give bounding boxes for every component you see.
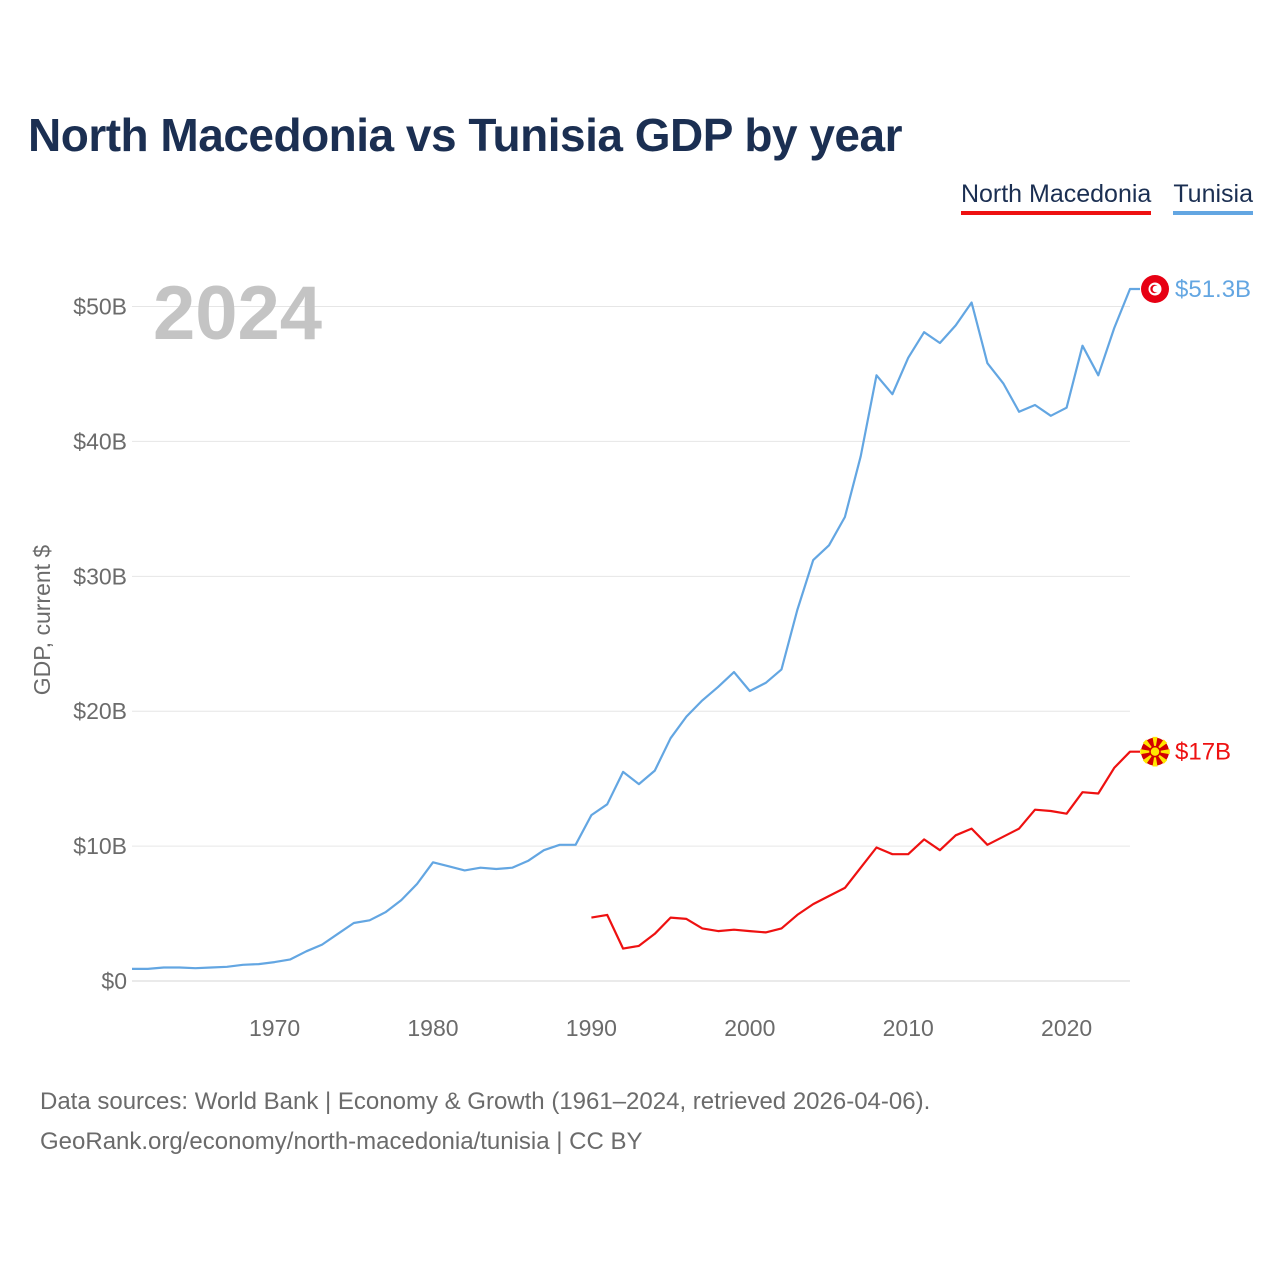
legend-item-tunisia[interactable]: Tunisia bbox=[1173, 180, 1253, 215]
footer: Data sources: World Bank | Economy & Gro… bbox=[40, 1082, 930, 1162]
y-tick-label: $20B bbox=[73, 698, 127, 724]
series-line-tunisia bbox=[132, 287, 1140, 971]
x-tick-label: 2010 bbox=[883, 1015, 934, 1041]
y-tick-label: $0 bbox=[101, 968, 127, 994]
y-tick-label: $40B bbox=[73, 428, 127, 454]
north-macedonia-flag-icon bbox=[1140, 736, 1170, 767]
x-axis-ticks: 1970 1980 1990 2000 2010 2020 bbox=[249, 1015, 1092, 1041]
legend-item-north-macedonia[interactable]: North Macedonia bbox=[960, 180, 1152, 215]
chart-title: North Macedonia vs Tunisia GDP by year bbox=[28, 109, 903, 161]
tunisia-flag-icon bbox=[1141, 275, 1169, 303]
y-tick-label: $10B bbox=[73, 833, 127, 859]
series-line-north-macedonia bbox=[591, 750, 1140, 950]
attribution-link[interactable]: GeoRank.org/economy/north-macedonia/tuni… bbox=[40, 1128, 643, 1155]
x-tick-label: 2000 bbox=[724, 1015, 775, 1041]
gdp-line-chart: $0 $10B $20B $30B $40B $50B 1970 1980 1990 2000 2… bbox=[29, 271, 1251, 1041]
x-tick-label: 1990 bbox=[566, 1015, 617, 1041]
x-tick-label: 2020 bbox=[1041, 1015, 1092, 1041]
data-source-note: Data sources: World Bank | Economy & Gro… bbox=[40, 1088, 931, 1115]
end-markers: $51.3B $17B bbox=[1140, 275, 1251, 767]
legend: North Macedonia Tunisia bbox=[960, 180, 1253, 215]
y-tick-label: $50B bbox=[73, 294, 127, 320]
x-tick-label: 1980 bbox=[407, 1015, 458, 1041]
x-tick-label: 1970 bbox=[249, 1015, 300, 1041]
y-axis-label: GDP, current $ bbox=[29, 545, 55, 696]
y-tick-label: $30B bbox=[73, 563, 127, 589]
gridlines bbox=[132, 306, 1130, 982]
y-axis-ticks: $0 $10B $20B $30B $40B $50B bbox=[73, 294, 127, 994]
end-label-tunisia: $51.3B bbox=[1175, 276, 1251, 303]
series-lines bbox=[132, 287, 1140, 971]
end-label-north-macedonia: $17B bbox=[1175, 739, 1231, 766]
year-label: 2024 bbox=[153, 271, 322, 356]
